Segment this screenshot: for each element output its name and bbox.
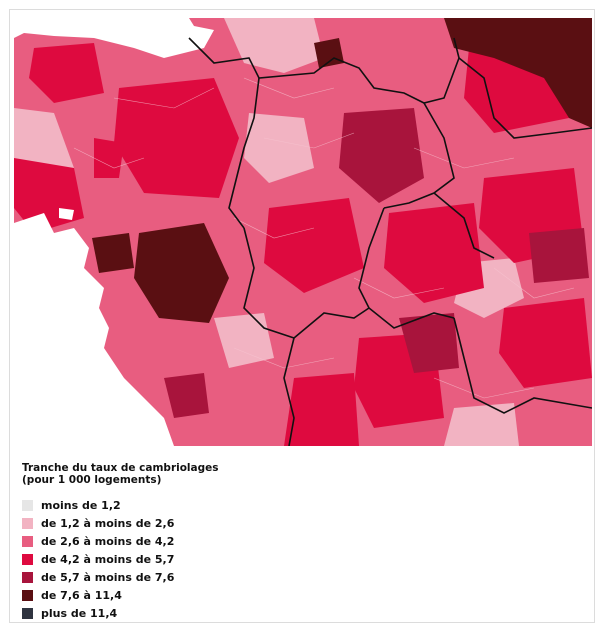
legend-swatch — [22, 607, 33, 619]
legend-label: de 4,2 à moins de 5,7 — [41, 552, 175, 566]
legend-swatch — [22, 517, 33, 529]
legend-title: Tranche du taux de cambriolages (pour 1 … — [22, 462, 422, 486]
region-darkred-south — [399, 313, 459, 373]
legend-label: de 7,6 à 11,4 — [41, 588, 122, 602]
legend-label: plus de 11,4 — [41, 606, 118, 620]
region-red-nw — [29, 43, 104, 103]
region-red-small — [94, 138, 124, 178]
region-darkest-ne — [444, 18, 592, 128]
legend-item[interactable]: de 4,2 à moins de 5,7 — [22, 550, 422, 568]
sea-atlantic — [14, 213, 174, 446]
region-red-tours — [384, 203, 484, 303]
legend-swatch — [22, 553, 33, 565]
map-svg[interactable] — [14, 18, 592, 446]
choropleth-map[interactable] — [14, 18, 592, 446]
legend-swatch — [22, 499, 33, 511]
island-gulf — [59, 208, 74, 220]
legend-label: de 5,7 à moins de 7,6 — [41, 570, 175, 584]
region-light-sw — [214, 313, 274, 368]
legend-swatch — [22, 535, 33, 547]
region-darkest-small — [314, 38, 344, 68]
commune-borders — [73, 77, 575, 399]
region-darkred-lemans — [339, 108, 424, 203]
region-darkest-stnazaire — [92, 233, 134, 273]
region-darkest-nantes — [134, 223, 229, 323]
legend-item[interactable]: plus de 11,4 — [22, 604, 422, 622]
region-darkred-coast — [164, 373, 209, 418]
legend-swatch — [22, 571, 33, 583]
region-red-center — [264, 198, 364, 293]
legend-title-line1: Tranche du taux de cambriolages — [22, 462, 219, 474]
legend-label: moins de 1,2 — [41, 498, 121, 512]
legend-item[interactable]: de 1,2 à moins de 2,6 — [22, 514, 422, 532]
legend-list: moins de 1,2 de 1,2 à moins de 2,6 de 2,… — [22, 496, 422, 622]
legend-label: de 1,2 à moins de 2,6 — [41, 516, 175, 530]
region-darkred-east — [529, 228, 589, 283]
region-light-south — [444, 403, 519, 446]
legend-item[interactable]: moins de 1,2 — [22, 496, 422, 514]
legend-swatch — [22, 589, 33, 601]
region-red-se — [499, 298, 592, 388]
legend: Tranche du taux de cambriolages (pour 1 … — [22, 462, 422, 622]
region-light-center — [244, 113, 314, 183]
legend-title-line2: (pour 1 000 logements) — [22, 474, 162, 486]
sea-north — [14, 18, 214, 58]
legend-item[interactable]: de 5,7 à moins de 7,6 — [22, 568, 422, 586]
region-red-south — [284, 373, 359, 446]
region-red-rennes — [114, 78, 239, 198]
legend-item[interactable]: de 7,6 à 11,4 — [22, 586, 422, 604]
department-borders — [188, 37, 592, 446]
legend-label: de 2,6 à moins de 4,2 — [41, 534, 175, 548]
legend-item[interactable]: de 2,6 à moins de 4,2 — [22, 532, 422, 550]
